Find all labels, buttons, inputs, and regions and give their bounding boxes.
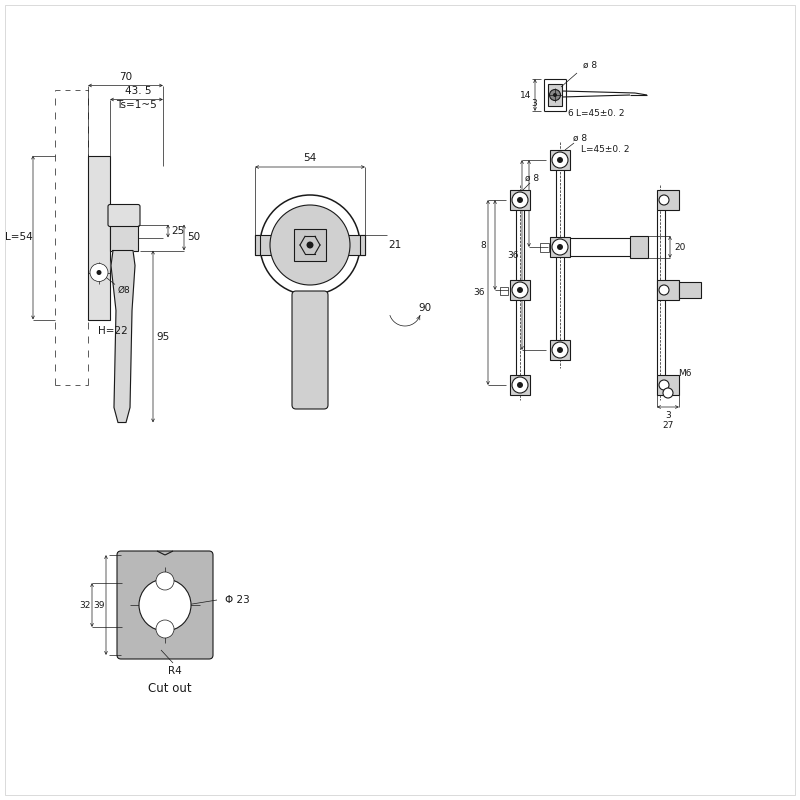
- Circle shape: [156, 572, 174, 590]
- Circle shape: [512, 282, 528, 298]
- Bar: [510, 375, 530, 395]
- Text: Φ 23: Φ 23: [225, 595, 250, 605]
- Bar: [500, 287, 508, 295]
- Text: Cut out: Cut out: [148, 682, 192, 695]
- Circle shape: [90, 263, 108, 282]
- Text: 70: 70: [119, 71, 132, 82]
- Bar: [294, 229, 326, 261]
- Bar: [679, 282, 701, 298]
- Bar: [550, 237, 570, 257]
- Circle shape: [270, 205, 350, 285]
- Circle shape: [552, 152, 568, 168]
- Text: 8: 8: [480, 241, 486, 250]
- Bar: [360, 235, 365, 255]
- Text: L=45±0. 2: L=45±0. 2: [581, 146, 630, 154]
- Circle shape: [306, 242, 314, 249]
- Circle shape: [659, 195, 669, 205]
- Text: 54: 54: [303, 153, 317, 163]
- Text: 6: 6: [567, 109, 573, 118]
- Text: 3: 3: [665, 410, 671, 419]
- Text: 3: 3: [531, 98, 537, 107]
- Text: ø 8: ø 8: [583, 61, 597, 70]
- Text: Ts=1~5: Ts=1~5: [116, 101, 157, 110]
- Circle shape: [260, 195, 360, 295]
- Polygon shape: [111, 250, 135, 422]
- FancyBboxPatch shape: [292, 291, 328, 409]
- Circle shape: [659, 285, 669, 295]
- Bar: [550, 340, 570, 360]
- Circle shape: [557, 244, 563, 250]
- Text: Ø8: Ø8: [118, 286, 130, 295]
- Circle shape: [512, 377, 528, 393]
- Text: 32: 32: [79, 601, 90, 610]
- Bar: [255, 235, 260, 255]
- Circle shape: [659, 380, 669, 390]
- Bar: [510, 190, 530, 210]
- Text: L=54: L=54: [5, 233, 33, 242]
- Bar: [88, 155, 110, 319]
- Bar: [110, 225, 138, 250]
- Bar: [550, 150, 570, 170]
- Text: ø 8: ø 8: [525, 174, 539, 182]
- Circle shape: [552, 342, 568, 358]
- Text: 27: 27: [662, 421, 674, 430]
- Text: 20: 20: [674, 242, 686, 251]
- Circle shape: [512, 192, 528, 208]
- Circle shape: [557, 157, 563, 163]
- Text: 36: 36: [474, 288, 485, 297]
- Bar: [657, 280, 679, 300]
- Bar: [510, 280, 530, 300]
- Circle shape: [663, 388, 673, 398]
- Circle shape: [139, 579, 191, 631]
- Circle shape: [517, 197, 523, 203]
- Bar: [540, 243, 549, 252]
- Text: 36: 36: [507, 250, 518, 259]
- Circle shape: [550, 90, 561, 101]
- Bar: [657, 190, 679, 210]
- Bar: [657, 375, 679, 395]
- Text: 50: 50: [187, 233, 201, 242]
- Circle shape: [557, 347, 563, 353]
- Text: R4: R4: [168, 666, 182, 676]
- Circle shape: [156, 620, 174, 638]
- FancyBboxPatch shape: [117, 551, 213, 659]
- Text: 43. 5: 43. 5: [126, 86, 152, 95]
- Bar: [255, 235, 365, 255]
- Text: 8: 8: [514, 199, 520, 208]
- FancyBboxPatch shape: [108, 205, 140, 226]
- Text: 95: 95: [156, 331, 170, 342]
- Text: 21: 21: [388, 240, 402, 250]
- Circle shape: [517, 287, 523, 293]
- Bar: [630, 236, 648, 258]
- Text: ø 8: ø 8: [573, 134, 587, 142]
- Text: 14: 14: [520, 90, 532, 99]
- Text: 90: 90: [418, 303, 431, 313]
- Text: H=22: H=22: [98, 326, 128, 337]
- Text: M6: M6: [678, 369, 692, 378]
- Circle shape: [552, 239, 568, 255]
- Text: L=45±0. 2: L=45±0. 2: [576, 109, 624, 118]
- Text: 39: 39: [94, 601, 105, 610]
- Circle shape: [517, 382, 523, 388]
- Circle shape: [553, 93, 557, 97]
- Bar: [548, 84, 562, 106]
- Circle shape: [97, 270, 102, 275]
- Text: 25: 25: [171, 226, 185, 236]
